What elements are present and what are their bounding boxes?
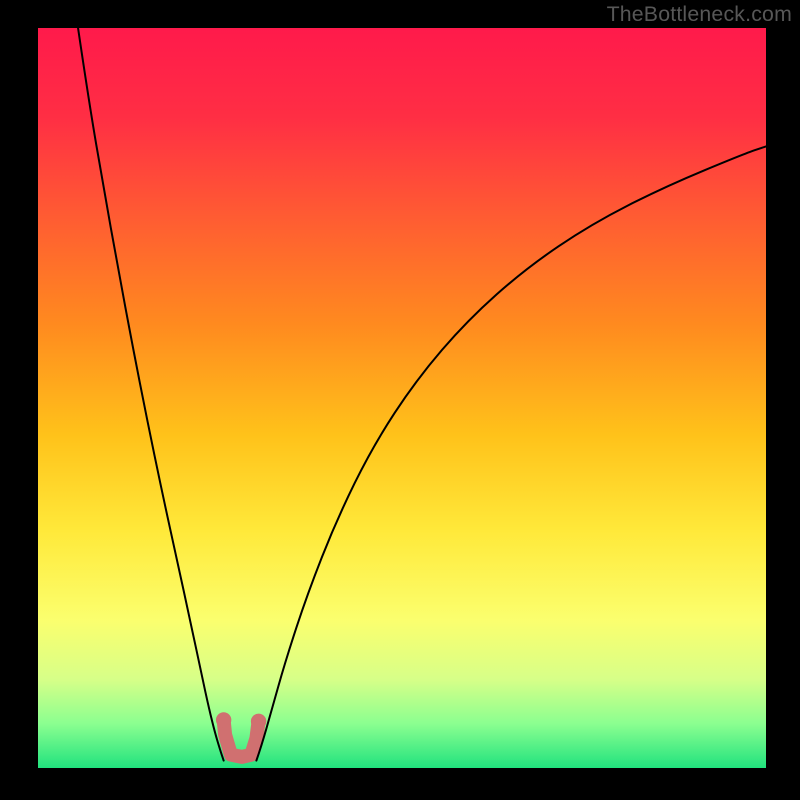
bottleneck-curve-chart <box>0 0 800 800</box>
chart-container: TheBottleneck.com <box>0 0 800 800</box>
optimal-range-endpoint <box>216 712 231 727</box>
plot-background <box>38 28 766 768</box>
watermark-text: TheBottleneck.com <box>607 2 792 27</box>
optimal-range-endpoint <box>251 714 266 729</box>
